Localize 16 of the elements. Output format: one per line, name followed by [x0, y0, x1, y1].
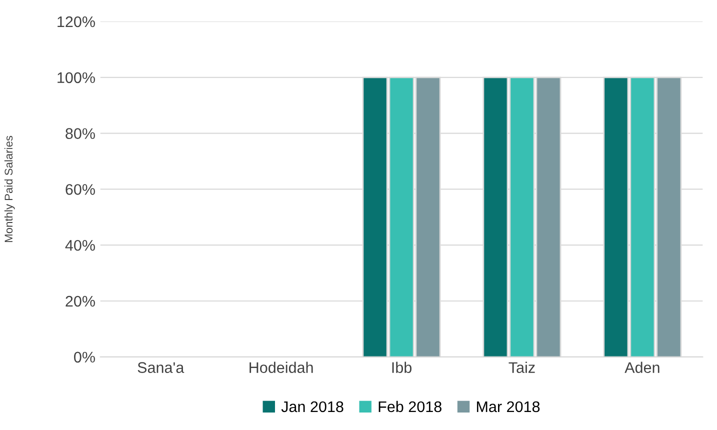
y-tick-label: 80%: [66, 128, 95, 139]
y-tick-label: 40%: [65, 240, 95, 251]
y-tick-label: 20%: [66, 296, 95, 307]
y-tick-label: 100%: [58, 72, 95, 84]
x-tick-label: Hodeidah: [250, 362, 313, 373]
x-tick-label: Aden: [624, 362, 660, 373]
x-tick-label: Sana'a: [138, 362, 184, 373]
x-tick-label: Ibb: [392, 362, 412, 373]
legend-label: Feb 2018: [378, 400, 442, 412]
legend-label: Jan 2018: [281, 401, 344, 412]
x-tick-label: Taiz: [508, 362, 535, 373]
y-axis-title: Monthly Paid Salaries: [4, 136, 15, 242]
y-tick-label: 120%: [58, 16, 95, 28]
y-tick-label: 0%: [74, 352, 95, 363]
legend-label: Mar 2018: [476, 401, 540, 412]
y-tick-label: 60%: [66, 184, 95, 195]
